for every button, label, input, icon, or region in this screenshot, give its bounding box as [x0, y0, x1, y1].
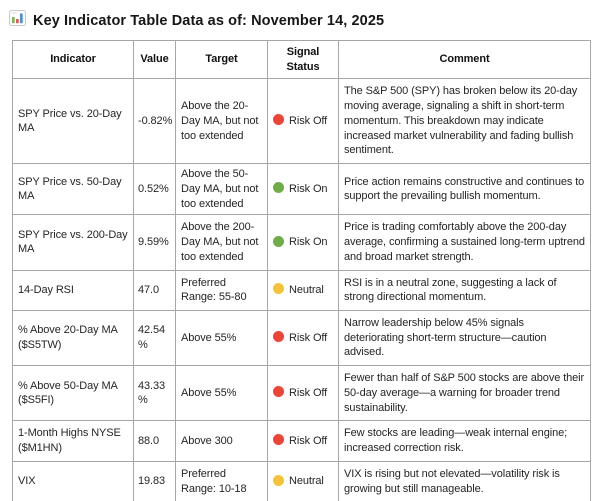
table-body: SPY Price vs. 20-Day MA -0.82% Above the 2…	[12, 78, 591, 501]
signal-status-cell: Risk Off	[267, 420, 339, 462]
comment-cell: Narrow leadership below 45% signals dete…	[338, 310, 591, 367]
table-row: 1-Month Highs NYSE ($M1HN) 88.0 Above 300 R…	[12, 420, 591, 462]
value-cell: 88.0	[133, 420, 176, 462]
indicator-cell: 14-Day RSI	[12, 269, 134, 312]
signal-status-cell: Risk On	[267, 214, 339, 271]
comment-cell: The S&P 500 (SPY) has broken below its 2…	[338, 78, 591, 165]
target-cell: Preferred Range: 55-80	[175, 269, 268, 312]
target-cell: Above the 200-Day MA, but not too extend…	[175, 214, 268, 271]
target-cell: Above the 50-Day MA, but not too extende…	[175, 163, 268, 216]
column-header-indicator: Indicator	[12, 39, 134, 80]
table-row: SPY Price vs. 200-Day MA 9.59% Above the 2…	[12, 214, 591, 271]
header-row: Indicator Value Target Signal Status Com…	[12, 39, 591, 80]
signal-label: Risk Off	[289, 331, 328, 344]
column-header-value: Value	[133, 39, 176, 80]
signal-status-cell: Neutral	[267, 269, 339, 312]
table-row: % Above 20-Day MA ($S5TW) 42.54% Above 55%…	[12, 310, 591, 367]
table-row: % Above 50-Day MA ($S5FI) 43.33% Above 55%…	[12, 365, 591, 422]
value-cell: 9.59%	[133, 214, 176, 271]
target-cell: Above 55%	[175, 365, 268, 422]
signal-dot-icon	[273, 386, 284, 398]
target-cell: Above 55%	[175, 310, 268, 367]
comment-cell: Price is trading comfortably above the 2…	[338, 214, 591, 271]
table-header: Indicator Value Target Signal Status Com…	[12, 39, 591, 80]
indicator-cell: VIX	[12, 460, 134, 501]
signal-label: Neutral	[289, 475, 324, 488]
comment-cell: Few stocks are leading—weak internal eng…	[338, 420, 591, 462]
table-row: SPY Price vs. 50-Day MA 0.52% Above the 50…	[12, 163, 591, 216]
signal-dot-icon	[273, 331, 284, 343]
signal-status-cell: Risk On	[267, 163, 339, 216]
comment-cell: Fewer than half of S&P 500 stocks are ab…	[338, 365, 591, 422]
column-header-target: Target	[175, 39, 268, 80]
bar-chart-icon	[9, 10, 26, 31]
signal-dot-icon	[273, 235, 284, 247]
target-cell: Above the 20-Day MA, but not too extende…	[175, 78, 268, 165]
value-cell: 47.0	[133, 269, 176, 312]
signal-status-cell: Risk Off	[267, 78, 339, 165]
table-row: SPY Price vs. 20-Day MA -0.82% Above the 2…	[12, 78, 591, 165]
value-cell: 43.33%	[133, 365, 176, 422]
key-indicator-table: Indicator Value Target Signal Status Com…	[12, 39, 591, 501]
signal-label: Neutral	[289, 283, 324, 296]
table-row: VIX 19.83 Preferred Range: 10-18 Neutral VIX…	[12, 460, 591, 501]
indicator-cell: SPY Price vs. 20-Day MA	[12, 78, 134, 165]
signal-dot-icon	[273, 434, 284, 446]
signal-dot-icon	[273, 182, 284, 194]
indicator-cell: 1-Month Highs NYSE ($M1HN)	[12, 420, 134, 462]
title-bar: Key Indicator Table Data as of: November…	[0, 0, 602, 40]
page-title: Key Indicator Table Data as of: November…	[33, 12, 385, 29]
indicator-cell: % Above 50-Day MA ($S5FI)	[12, 365, 134, 422]
target-cell: Above 300	[175, 420, 268, 462]
comment-cell: VIX is rising but not elevated—volatilit…	[338, 460, 591, 501]
signal-dot-icon	[273, 474, 284, 486]
indicator-cell: SPY Price vs. 200-Day MA	[12, 214, 134, 271]
indicator-cell: % Above 20-Day MA ($S5TW)	[12, 310, 134, 367]
table-row: 14-Day RSI 47.0 Preferred Range: 55-80 Neut…	[12, 269, 591, 312]
value-cell: -0.82%	[133, 78, 176, 165]
value-cell: 19.83	[133, 460, 176, 501]
target-cell: Preferred Range: 10-18	[175, 460, 268, 501]
signal-label: Risk On	[289, 236, 328, 249]
signal-label: Risk Off	[289, 386, 328, 399]
signal-dot-icon	[273, 114, 284, 126]
signal-label: Risk Off	[289, 434, 328, 447]
comment-cell: Price action remains constructive and co…	[338, 163, 591, 216]
signal-status-cell: Neutral	[267, 460, 339, 501]
column-header-comment: Comment	[338, 39, 591, 80]
column-header-signal-status: Signal Status	[267, 39, 339, 80]
signal-status-cell: Risk Off	[267, 310, 339, 367]
value-cell: 42.54%	[133, 310, 176, 367]
indicator-cell: SPY Price vs. 50-Day MA	[12, 163, 134, 216]
value-cell: 0.52%	[133, 163, 176, 216]
comment-cell: RSI is in a neutral zone, suggesting a l…	[338, 269, 591, 312]
signal-dot-icon	[273, 283, 284, 295]
signal-label: Risk On	[289, 182, 328, 195]
signal-status-cell: Risk Off	[267, 365, 339, 422]
signal-label: Risk Off	[289, 114, 328, 127]
